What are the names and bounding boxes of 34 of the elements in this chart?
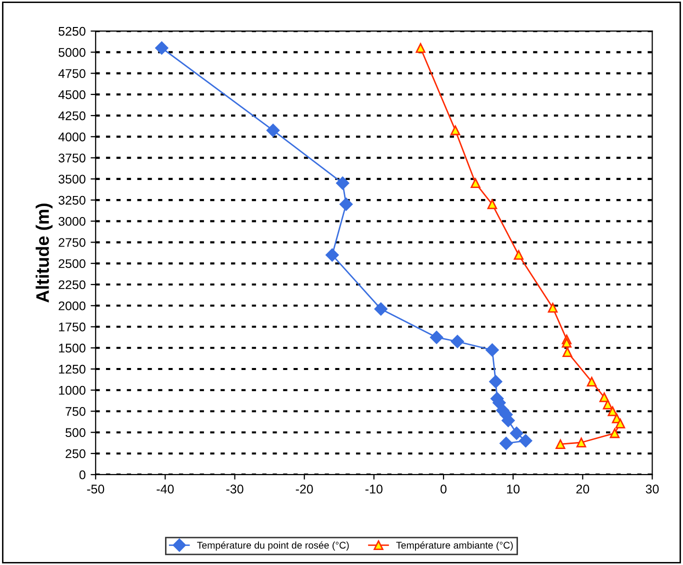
y-tick-label: 2000 [58, 301, 86, 310]
x-tick-label: 0 [440, 484, 447, 494]
x-tick-label: -30 [226, 484, 244, 494]
y-tick-label: 4500 [58, 90, 86, 100]
y-tick-label: 3500 [58, 174, 86, 184]
x-tick-label: 20 [576, 484, 590, 494]
y-tick-label: 4000 [58, 132, 86, 142]
y-tick-label: 2500 [58, 259, 86, 268]
legend-label: Température ambiante (°C) [396, 541, 513, 551]
x-tick-label: -10 [365, 484, 382, 494]
y-tick-label: 0 [79, 470, 86, 480]
y-tick-label: 250 [66, 449, 86, 458]
x-tick-label: 30 [646, 484, 659, 494]
y-axis-title: Altitude (m) [36, 204, 53, 303]
y-tick-label: 1750 [59, 322, 86, 332]
y-tick-label: 2750 [58, 238, 86, 247]
x-tick-label: -50 [87, 484, 104, 494]
legend-label: Température du point de rosée (°C) [197, 541, 349, 551]
y-tick-label: 750 [66, 407, 86, 416]
y-tick-label: 5250 [58, 26, 86, 36]
x-tick-label: -20 [296, 484, 313, 494]
y-tick-label: 3750 [58, 154, 86, 162]
y-tick-label: 1250 [59, 364, 86, 374]
y-tick-label: 500 [66, 428, 86, 438]
y-tick-label: 4750 [58, 69, 86, 78]
y-tick-label: 3000 [58, 216, 86, 226]
y-tick-label: 2250 [58, 280, 86, 290]
y-tick-label: 1500 [59, 344, 86, 353]
y-tick-label: 4250 [58, 111, 86, 120]
y-tick-label: 3250 [58, 196, 86, 205]
y-tick-label: 1000 [59, 386, 86, 395]
x-tick-label: 10 [507, 484, 520, 494]
x-tick-label: -40 [156, 484, 174, 494]
y-tick-label: 5000 [58, 48, 86, 57]
